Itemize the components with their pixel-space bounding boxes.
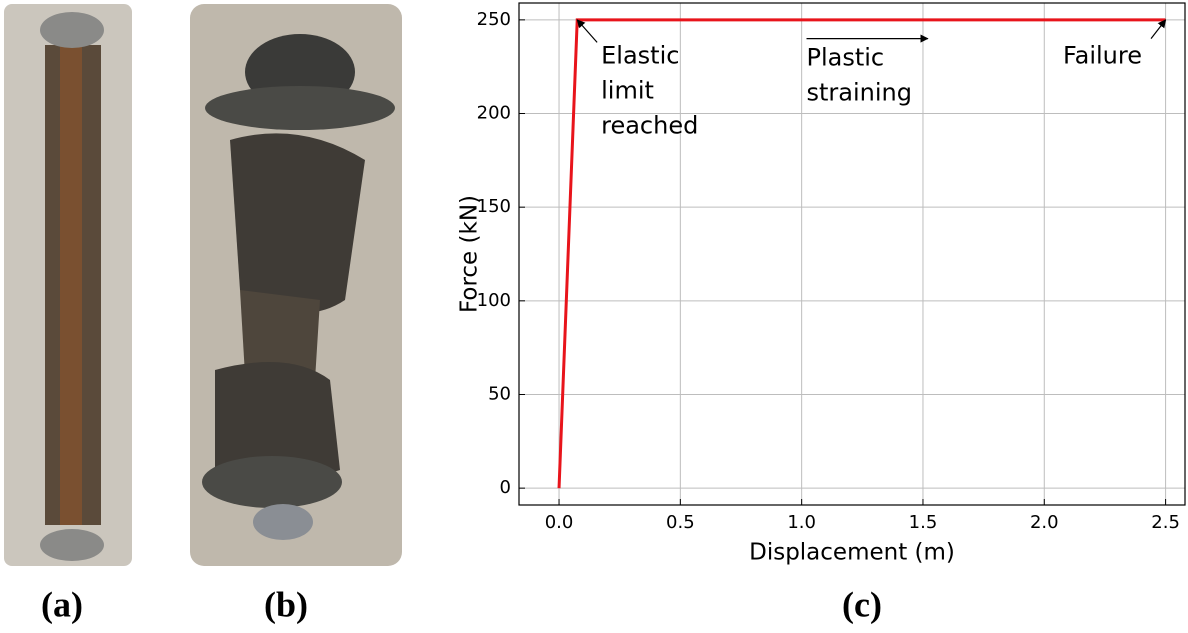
annotation-arrow [1150,19,1167,39]
panel-label: (a) [41,584,83,624]
y-axis-label: Force (kN) [457,195,483,313]
x-tick-label: 0.0 [545,512,574,533]
annotation-text: reached [601,111,698,139]
annotation-text: Failure [1063,42,1142,70]
x-tick-label: 0.5 [666,512,695,533]
panel-label: (b) [264,584,308,624]
annotation-text: limit [601,76,654,104]
x-tick-label: 1.0 [787,512,816,533]
annotation-arrow [576,19,598,43]
annotation-text: Elastic [601,41,679,69]
y-tick-label: 50 [488,383,511,404]
y-tick-label: 150 [477,196,511,217]
x-tick-label: 2.5 [1151,512,1180,533]
annotation-text: straining [807,79,912,107]
y-tick-label: 250 [477,9,511,30]
x-tick-label: 1.5 [909,512,938,533]
photo-b [190,4,402,566]
panel-label: (c) [842,584,882,624]
plot-frame [518,2,1186,506]
y-tick-label: 0 [500,477,511,498]
x-axis-label: Displacement (m) [749,540,955,566]
y-tick-label: 200 [477,103,511,124]
photo-a [4,4,132,566]
annotation-text: Plastic [807,44,885,72]
x-tick-label: 2.0 [1030,512,1059,533]
y-tick-label: 100 [477,290,511,311]
